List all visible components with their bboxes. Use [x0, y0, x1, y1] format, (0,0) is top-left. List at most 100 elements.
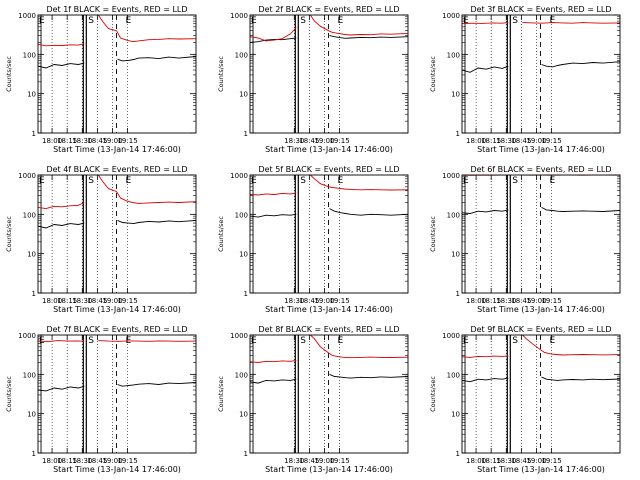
- series-line-events: [462, 377, 509, 383]
- panel-title: Det 9f BLACK = Events, RED = LLD: [470, 325, 611, 334]
- panel-title: Det 8f BLACK = Events, RED = LLD: [258, 325, 399, 334]
- marker-label-s: S: [300, 336, 306, 346]
- y-axis-title: Counts/sec: [429, 376, 437, 412]
- marker-label-e2: E: [337, 336, 343, 346]
- series-line-events: [329, 35, 408, 39]
- marker-label-e2: E: [549, 176, 555, 186]
- y-tick-label: 100: [447, 51, 460, 59]
- x-tick-label: 19:15: [329, 457, 349, 465]
- marker-label-s: S: [88, 176, 94, 186]
- y-axis-title: Counts/sec: [429, 56, 437, 92]
- x-tick-label: 18:30: [284, 457, 304, 465]
- x-axis-title: Start Time (13-Jan-14 17:46:00): [53, 465, 181, 474]
- series-line-events: [250, 378, 297, 384]
- panel-title: Det 3f BLACK = Events, RED = LLD: [470, 5, 611, 14]
- plot-frame: [249, 334, 409, 454]
- x-tick-label: 18:00: [466, 137, 486, 145]
- x-tick-label: 18:30: [72, 137, 92, 145]
- x-tick-label: 18:30: [72, 457, 92, 465]
- marker-label-e1: E: [251, 336, 257, 346]
- marker-label-s: S: [300, 176, 306, 186]
- x-tick-label: 18:45: [87, 137, 107, 145]
- y-tick-label: 1000: [18, 332, 36, 340]
- series-line-lld: [522, 335, 620, 356]
- x-tick-label: 18:00: [466, 297, 486, 305]
- y-tick-label: 100: [447, 211, 460, 219]
- plot-frame: [461, 174, 621, 294]
- x-tick-label: 18:15: [481, 297, 501, 305]
- series-line-lld: [522, 21, 620, 24]
- y-tick-label: 1000: [18, 172, 36, 180]
- x-tick-label: 19:00: [314, 457, 334, 465]
- plot-frame: [37, 174, 197, 294]
- x-tick-label: 18:30: [496, 297, 516, 305]
- x-tick-label: 18:15: [481, 457, 501, 465]
- marker-label-e2: E: [125, 16, 131, 26]
- x-tick-label: 19:15: [541, 137, 561, 145]
- x-tick-label: 19:00: [314, 137, 334, 145]
- y-tick-label: 1: [244, 290, 248, 298]
- y-tick-label: 1000: [230, 332, 248, 340]
- y-tick-label: 1000: [442, 172, 460, 180]
- series-line-lld: [98, 340, 196, 342]
- detector-panel-6: Det 6f BLACK = Events, RED = LLD Counts/s…: [429, 165, 621, 314]
- panel-title: Det 4f BLACK = Events, RED = LLD: [46, 165, 187, 174]
- series-line-events: [38, 222, 85, 229]
- plot-frame: [461, 334, 621, 454]
- series-line-lld: [310, 335, 408, 359]
- y-tick-label: 100: [235, 371, 248, 379]
- series-line-lld: [310, 175, 408, 191]
- series-line-events: [250, 37, 297, 43]
- y-tick-label: 1: [456, 130, 460, 138]
- x-tick-label: 18:45: [511, 137, 531, 145]
- marker-label-e1: E: [251, 176, 257, 186]
- series-line-lld: [310, 15, 408, 36]
- x-tick-label: 18:15: [481, 137, 501, 145]
- series-line-events: [329, 373, 408, 379]
- detector-panel-4: Det 4f BLACK = Events, RED = LLD Counts/s…: [5, 165, 197, 314]
- marker-label-e1: E: [463, 336, 469, 346]
- marker-label-s: S: [512, 176, 518, 186]
- y-axis-title: Counts/sec: [5, 56, 13, 92]
- series-line-events: [462, 209, 509, 214]
- plot-frame: [37, 334, 197, 454]
- x-tick-label: 19:00: [102, 137, 122, 145]
- y-tick-label: 10: [27, 91, 36, 99]
- y-tick-label: 100: [23, 371, 36, 379]
- marker-label-e1: E: [251, 16, 257, 26]
- y-tick-label: 1: [244, 450, 248, 458]
- y-tick-label: 100: [23, 51, 36, 59]
- panel-title: Det 6f BLACK = Events, RED = LLD: [470, 165, 611, 174]
- plot-frame: [249, 14, 409, 134]
- y-tick-label: 10: [27, 251, 36, 259]
- x-tick-label: 18:45: [511, 457, 531, 465]
- panel-title: Det 5f BLACK = Events, RED = LLD: [258, 165, 399, 174]
- x-tick-label: 19:00: [314, 297, 334, 305]
- x-tick-label: 18:45: [299, 457, 319, 465]
- x-tick-label: 19:15: [329, 297, 349, 305]
- marker-label-s: S: [88, 336, 94, 346]
- series-line-lld: [250, 360, 297, 363]
- marker-label-s: S: [512, 336, 518, 346]
- series-line-lld: [38, 202, 85, 210]
- marker-label-e1: E: [39, 16, 45, 26]
- panel-title: Det 1f BLACK = Events, RED = LLD: [46, 5, 187, 14]
- detector-panel-1: Det 1f BLACK = Events, RED = LLD Counts/s…: [5, 5, 197, 154]
- y-axis-title: Counts/sec: [5, 216, 13, 252]
- series-line-events: [38, 385, 85, 392]
- series-line-lld: [250, 27, 297, 42]
- detector-panel-9: Det 9f BLACK = Events, RED = LLD Counts/s…: [429, 325, 621, 474]
- detector-panel-8: Det 8f BLACK = Events, RED = LLD Counts/s…: [217, 325, 409, 474]
- x-tick-label: 19:00: [526, 137, 546, 145]
- x-tick-label: 18:30: [496, 457, 516, 465]
- x-tick-label: 19:00: [102, 457, 122, 465]
- y-tick-label: 1: [32, 450, 36, 458]
- x-tick-label: 18:00: [42, 297, 62, 305]
- series-line-events: [117, 56, 196, 62]
- y-tick-label: 1000: [230, 172, 248, 180]
- y-tick-label: 100: [447, 371, 460, 379]
- panel-title: Det 2f BLACK = Events, RED = LLD: [258, 5, 399, 14]
- x-tick-label: 18:00: [466, 457, 486, 465]
- series-line-events: [38, 62, 85, 69]
